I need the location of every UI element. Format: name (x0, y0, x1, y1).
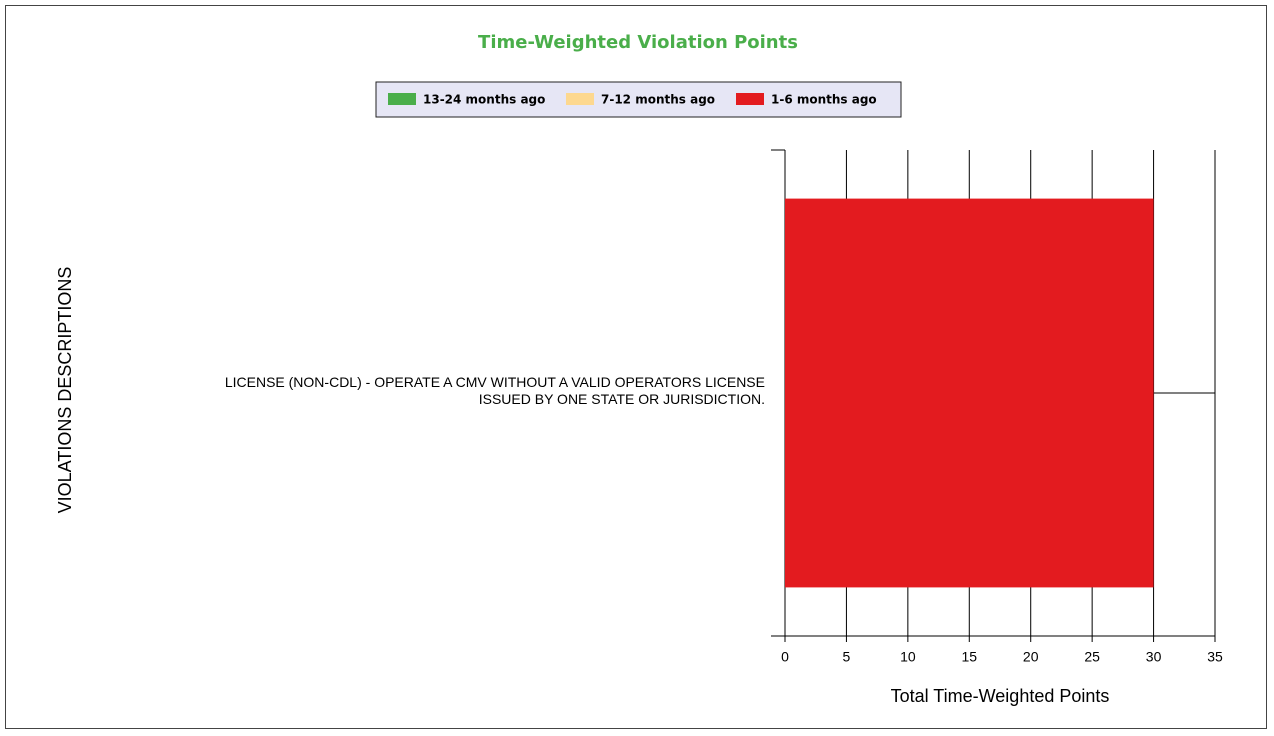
legend-swatch (388, 93, 416, 105)
x-tick-label: 0 (781, 649, 789, 665)
legend-label: 7-12 months ago (601, 93, 715, 107)
frame (5, 5, 1267, 729)
chart-title: Time-Weighted Violation Points (478, 32, 798, 53)
legend-label: 1-6 months ago (771, 93, 877, 107)
y-tick-label: LICENSE (NON-CDL) - OPERATE A CMV WITHOU… (224, 374, 765, 407)
x-tick-label: 10 (900, 649, 916, 665)
legend-swatch (736, 93, 764, 105)
x-tick-label: 20 (1023, 649, 1039, 665)
legend-swatch (566, 93, 594, 105)
x-tick-label: 5 (843, 649, 851, 665)
legend-box (375, 81, 902, 118)
x-tick-label: 15 (961, 649, 977, 665)
bar (785, 198, 1154, 588)
x-tick-label: 30 (1146, 649, 1162, 665)
y-axis-label: VIOLATIONS DESCRIPTIONS (55, 267, 75, 514)
x-tick-label: 35 (1207, 649, 1223, 665)
x-axis-label: Total Time-Weighted Points (891, 686, 1110, 706)
x-tick-label: 25 (1084, 649, 1100, 665)
legend-label: 13-24 months ago (423, 93, 545, 107)
